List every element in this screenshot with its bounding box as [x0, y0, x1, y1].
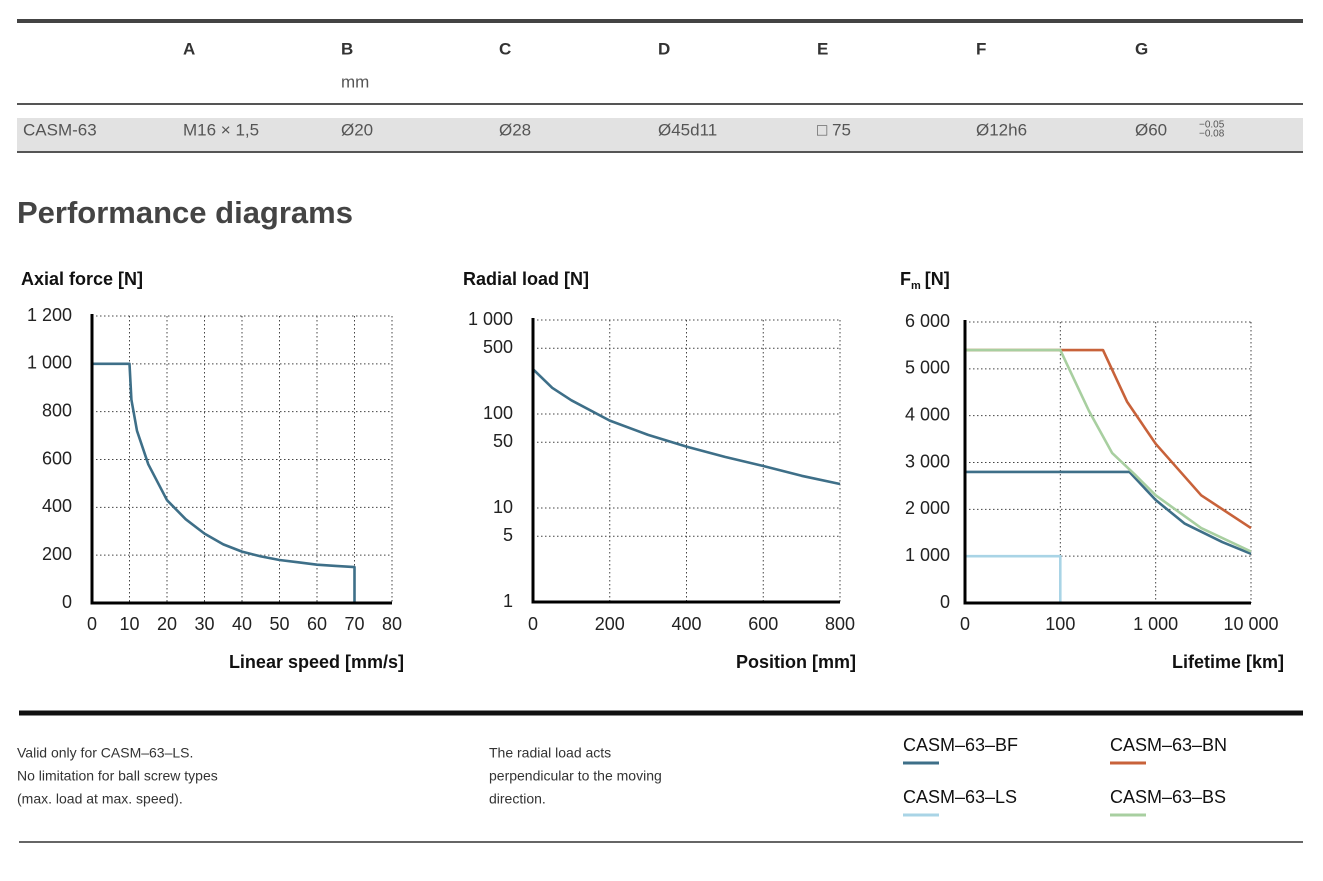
- chart-title-unit: [N]: [925, 269, 950, 289]
- table-cell: Ø20: [341, 120, 373, 139]
- legend-label: CASM–63–BS: [1110, 787, 1226, 807]
- chart-title: Axial force [N]: [21, 269, 143, 289]
- x-tick-label: 10 000: [1223, 614, 1278, 634]
- y-tick-label: 1: [503, 591, 513, 611]
- x-tick-label: 70: [344, 614, 364, 634]
- x-axis-label: Position [mm]: [736, 652, 856, 672]
- data-line: [965, 554, 1062, 603]
- y-tick-label: 1 000: [27, 353, 72, 373]
- data-line: [92, 362, 356, 603]
- note-line: The radial load acts: [489, 745, 611, 761]
- table-cell: Ø45d11: [658, 120, 717, 139]
- column-header: F: [976, 39, 986, 58]
- y-tick-label: 1 000: [468, 309, 513, 329]
- chart-title: Radial load [N]: [463, 269, 589, 289]
- note-line: No limitation for ball screw types: [17, 768, 218, 784]
- section-heading: Performance diagrams: [17, 195, 353, 230]
- x-tick-label: 200: [595, 614, 625, 634]
- y-tick-label: 1 200: [27, 305, 72, 325]
- x-tick-label: 60: [307, 614, 327, 634]
- x-tick-label: 800: [825, 614, 855, 634]
- x-tick-label: 1 000: [1133, 614, 1178, 634]
- y-tick-label: 200: [42, 544, 72, 564]
- x-tick-label: 0: [960, 614, 970, 634]
- column-header: A: [183, 39, 195, 58]
- unit-label: mm: [341, 72, 369, 91]
- legend-label: CASM–63–BF: [903, 735, 1018, 755]
- tolerance: −0.05: [1199, 120, 1225, 131]
- y-tick-label: 6 000: [905, 311, 950, 331]
- table-cell: Ø60: [1135, 120, 1167, 139]
- column-header: B: [341, 39, 353, 58]
- x-tick-label: 80: [382, 614, 402, 634]
- note-line: Valid only for CASM–63–LS.: [17, 745, 193, 761]
- legend-label: CASM–63–BN: [1110, 735, 1227, 755]
- data-line: [532, 368, 841, 486]
- chart-title-text: Axial force [N]: [21, 269, 143, 289]
- chart-title-text: F: [900, 269, 911, 289]
- x-tick-label: 0: [87, 614, 97, 634]
- y-tick-label: 0: [940, 592, 950, 612]
- y-tick-label: 1 000: [905, 545, 950, 565]
- data-line: [965, 470, 1252, 556]
- y-tick-label: 400: [42, 496, 72, 516]
- y-tick-label: 500: [483, 337, 513, 357]
- x-axis-label: Linear speed [mm/s]: [229, 652, 404, 672]
- x-tick-label: 10: [119, 614, 139, 634]
- chart-title-text: Radial load [N]: [463, 269, 589, 289]
- table-cell: Ø12h6: [976, 120, 1027, 139]
- x-tick-label: 20: [157, 614, 177, 634]
- x-tick-label: 600: [748, 614, 778, 634]
- tolerance: −0.08: [1199, 129, 1225, 140]
- y-tick-label: 2 000: [905, 498, 950, 518]
- data-line: [965, 348, 1252, 530]
- y-tick-label: 800: [42, 400, 72, 420]
- x-axis-label: Lifetime [km]: [1172, 652, 1284, 672]
- note-line: (max. load at max. speed).: [17, 791, 183, 807]
- y-tick-label: 100: [483, 403, 513, 423]
- table-row-bg: [17, 118, 1303, 151]
- y-tick-label: 600: [42, 448, 72, 468]
- x-tick-label: 100: [1045, 614, 1075, 634]
- y-tick-label: 50: [493, 431, 513, 451]
- note-line: perpendicular to the moving: [489, 768, 662, 784]
- column-header: G: [1135, 39, 1148, 58]
- table-cell: M16 × 1,5: [183, 120, 259, 139]
- y-tick-label: 5: [503, 525, 513, 545]
- y-tick-label: 4 000: [905, 404, 950, 424]
- y-tick-label: 3 000: [905, 451, 950, 471]
- data-line: [965, 348, 1252, 553]
- column-header: D: [658, 39, 670, 58]
- chart-title: Fm [N]: [900, 269, 950, 292]
- x-tick-label: 0: [528, 614, 538, 634]
- x-tick-label: 30: [194, 614, 214, 634]
- x-tick-label: 400: [671, 614, 701, 634]
- x-tick-label: 50: [269, 614, 289, 634]
- table-cell: □ 75: [817, 120, 851, 139]
- column-header: C: [499, 39, 511, 58]
- x-tick-label: 40: [232, 614, 252, 634]
- column-header: E: [817, 39, 828, 58]
- legend-label: CASM–63–LS: [903, 787, 1017, 807]
- table-cell: CASM-63: [23, 120, 97, 139]
- y-tick-label: 5 000: [905, 358, 950, 378]
- y-tick-label: 0: [62, 592, 72, 612]
- note-line: direction.: [489, 791, 546, 807]
- table-cell: Ø28: [499, 120, 531, 139]
- chart-title-subscript: m: [911, 280, 921, 292]
- y-tick-label: 10: [493, 497, 513, 517]
